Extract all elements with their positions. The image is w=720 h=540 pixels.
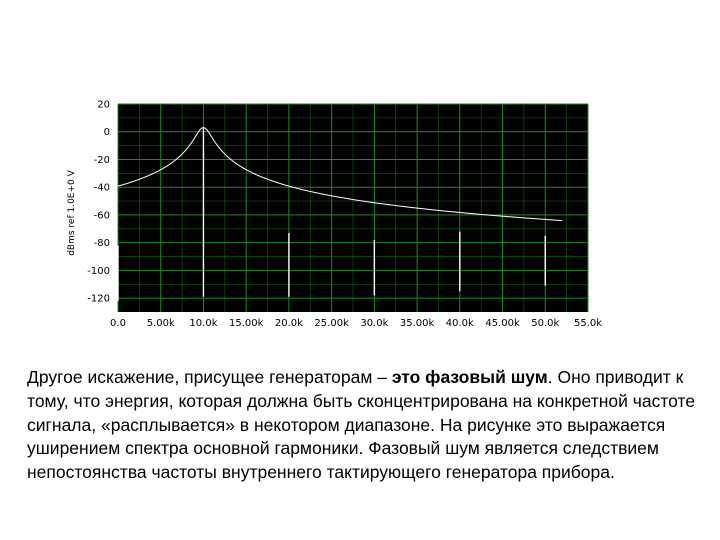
x-tick-label: 55.0k (574, 318, 602, 329)
y-tick-label: 20 (97, 100, 110, 111)
y-tick-label: -80 (94, 238, 110, 249)
x-tick-label: 10.0k (189, 318, 217, 329)
x-tick-label: 20.0k (275, 318, 303, 329)
x-tick-label: 50.0k (531, 318, 559, 329)
y-tick-label: 0 (104, 127, 110, 138)
x-tick-label: 30.0k (360, 318, 388, 329)
y-axis-label-group: dBms ref 1.0E+0 V (67, 169, 77, 255)
caption-bold-phrase: это фазовый шум (391, 367, 548, 387)
y-tick-label: -100 (87, 266, 110, 277)
y-tick-label: -60 (94, 210, 110, 221)
x-tick-label: 0.0 (110, 318, 126, 329)
caption-part-2: . Оно приводит к тому, что энергия, кото… (27, 367, 696, 483)
caption-text: Другое искажение, присущее генераторам –… (27, 366, 697, 485)
x-tick-label: 40.0k (446, 318, 474, 329)
x-tick-label: 15.00k (229, 318, 264, 329)
y-tick-label: -20 (94, 155, 110, 166)
trace-group (117, 127, 563, 301)
x-tick-label: 45.00k (485, 318, 520, 329)
y-axis-label: dBms ref 1.0E+0 V (67, 169, 77, 255)
x-tick-label: 5.00k (147, 318, 175, 329)
y-tick-label: -120 (87, 294, 110, 305)
x-tick-label: 35.00k (400, 318, 435, 329)
spectrum-chart: dBms ref 1.0E+0 V 20 0 -20 -40 -60 -80 -100 -12… (67, 100, 602, 330)
x-tick-label: 25.00k (314, 318, 349, 329)
spectrum-trace (117, 127, 563, 222)
y-tick-labels: 20 0 -20 -40 -60 -80 -100 -120 (87, 100, 110, 305)
spectrum-chart-container: dBms ref 1.0E+0 V 20 0 -20 -40 -60 -80 -100 -12… (60, 92, 620, 342)
caption-part-1: Другое искажение, присущее генераторам – (27, 367, 392, 387)
y-tick-label: -40 (94, 183, 110, 194)
x-tick-labels: 0.0 5.00k 10.0k 15.00k 20.0k 25.00k 30.0k 35.00… (110, 318, 602, 329)
